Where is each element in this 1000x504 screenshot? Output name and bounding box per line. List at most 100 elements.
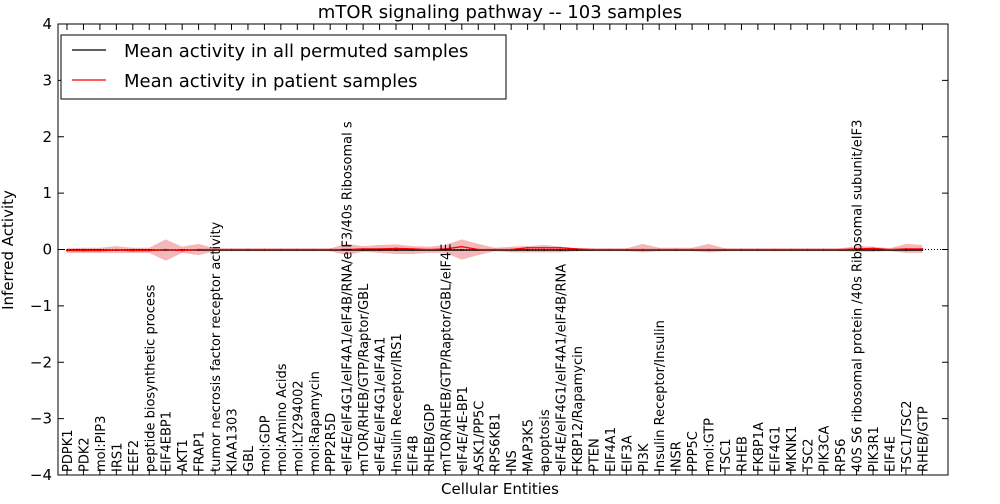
- patient-point: [99, 249, 101, 252]
- patient-point: [625, 248, 628, 251]
- x-tick-label: eIF4E/eIF4G1/eIF4A1/eIF4B/RNA/eIF3/40s R…: [341, 121, 356, 472]
- x-tick-label: EIF4G1: [768, 426, 783, 472]
- x-tick-label: peptide biosynthetic process: [143, 284, 158, 472]
- patient-point: [82, 249, 85, 252]
- patient-point: [872, 247, 874, 250]
- patient-point: [345, 248, 348, 251]
- patient-point: [477, 248, 480, 251]
- patient-point: [378, 248, 381, 250]
- patient-point: [641, 248, 644, 251]
- x-tick-label: KIAA1303: [226, 408, 241, 472]
- patient-point: [921, 248, 924, 250]
- patient-point: [428, 248, 430, 251]
- legend-label-permuted: Mean activity in all permuted samples: [124, 41, 468, 62]
- x-tick-label: mol:LY294002: [291, 380, 306, 472]
- permuted-point: [460, 249, 463, 251]
- x-tick-label: apoptosis: [538, 409, 553, 472]
- x-tick-label: PPP2R5D: [324, 413, 339, 472]
- x-tick-label: EIF3A: [620, 435, 635, 472]
- patient-point: [296, 248, 299, 251]
- x-tick-label: mTOR/RHEB/GTP/Raptor/GBL: [357, 283, 372, 472]
- x-tick-label: Insulin Receptor/IRS1: [390, 333, 405, 472]
- patient-point: [362, 248, 364, 250]
- x-tick-label: TSC2: [801, 438, 816, 473]
- x-tick-label: mTOR/RHEB/GTP/Raptor/GBL/eIF4E: [439, 244, 454, 473]
- y-tick-label: 3: [42, 71, 52, 89]
- permuted-point: [872, 249, 874, 251]
- x-tick-label: TSC1: [719, 438, 734, 473]
- x-tick-label: PDPK1: [61, 430, 76, 473]
- x-tick-label: EIF4B: [406, 435, 421, 472]
- patient-point: [608, 248, 611, 251]
- patient-point: [329, 248, 332, 251]
- patient-point: [164, 248, 167, 251]
- x-tick-label: EIF4A1: [604, 427, 619, 472]
- patient-point: [905, 248, 907, 250]
- y-tick-label: −2: [30, 353, 52, 371]
- x-tick-label: eIF4E/4E-BP1: [456, 386, 471, 472]
- patient-point: [740, 248, 743, 251]
- x-tick-label: mol:GDP: [258, 415, 273, 472]
- patient-point: [181, 249, 184, 252]
- patient-point: [230, 248, 233, 251]
- x-tick-label: mol:PIP3: [94, 416, 109, 472]
- patient-point: [691, 248, 693, 251]
- y-tick-label: 0: [42, 241, 52, 259]
- patient-point: [148, 249, 151, 252]
- y-tick-label: 1: [42, 184, 52, 202]
- patient-point: [279, 248, 282, 251]
- x-tick-label: EIF4E: [884, 436, 899, 472]
- patient-point: [576, 248, 578, 250]
- x-tick-label: PTEN: [587, 438, 602, 472]
- patient-point: [312, 248, 315, 251]
- x-tick-label: TSC1/TSC2: [900, 401, 915, 473]
- x-tick-label: RHEB/GTP: [916, 406, 931, 472]
- patient-point: [855, 248, 858, 250]
- patient-point: [131, 249, 134, 252]
- patient-point: [707, 248, 710, 251]
- legend: Mean activity in all permuted samples Me…: [60, 34, 507, 100]
- x-tick-label: PI3K: [637, 443, 652, 472]
- patient-point: [115, 249, 118, 251]
- x-tick-label: FKBP1A: [752, 422, 767, 472]
- x-tick-label: mol:Rapamycin: [308, 371, 323, 472]
- x-axis-label: Cellular Entities: [441, 480, 559, 498]
- x-tick-label: FKBP12/Rapamycin: [571, 346, 586, 472]
- x-tick-label: GBL: [242, 445, 257, 472]
- patient-point: [789, 248, 792, 251]
- patient-point: [444, 248, 447, 250]
- plot-area: 4 3 2 1 0 −1 −2 −3 −4 PDPK1 PDK2 mol:PIP3 IRS1 EEF2 pe…: [30, 15, 948, 484]
- y-tick-label: −3: [30, 410, 52, 428]
- patient-point: [543, 246, 545, 249]
- patient-point: [510, 248, 513, 251]
- y-tick-label: 4: [42, 15, 52, 33]
- permuted-point: [559, 249, 562, 251]
- patient-point: [460, 245, 463, 248]
- permuted-point: [395, 249, 397, 251]
- y-tick-label: −4: [30, 466, 52, 484]
- patient-point: [493, 248, 496, 251]
- patient-point: [806, 248, 809, 251]
- patient-point: [773, 248, 776, 251]
- patient-point: [724, 248, 726, 251]
- patient-point: [197, 248, 200, 251]
- x-tick-label: INS: [505, 450, 520, 472]
- patient-point: [822, 248, 825, 251]
- patient-point: [674, 248, 677, 251]
- x-tick-label: PPP5C: [686, 431, 701, 472]
- patient-point: [592, 248, 595, 251]
- chart-title: mTOR signaling pathway -- 103 samples: [318, 2, 682, 23]
- x-tick-label: FRAP1: [193, 431, 208, 472]
- patient-point: [839, 248, 842, 251]
- patient-point: [559, 246, 562, 249]
- x-tick-label: INSR: [670, 441, 685, 472]
- y-axis-label: Inferred Activity: [0, 190, 17, 310]
- patient-point: [66, 249, 68, 252]
- legend-label-patient: Mean activity in patient samples: [124, 71, 418, 92]
- patient-point: [888, 248, 891, 251]
- patient-point: [526, 246, 529, 249]
- patient-point: [263, 248, 266, 251]
- y-tick-label: −1: [30, 297, 52, 315]
- patient-point: [658, 248, 661, 251]
